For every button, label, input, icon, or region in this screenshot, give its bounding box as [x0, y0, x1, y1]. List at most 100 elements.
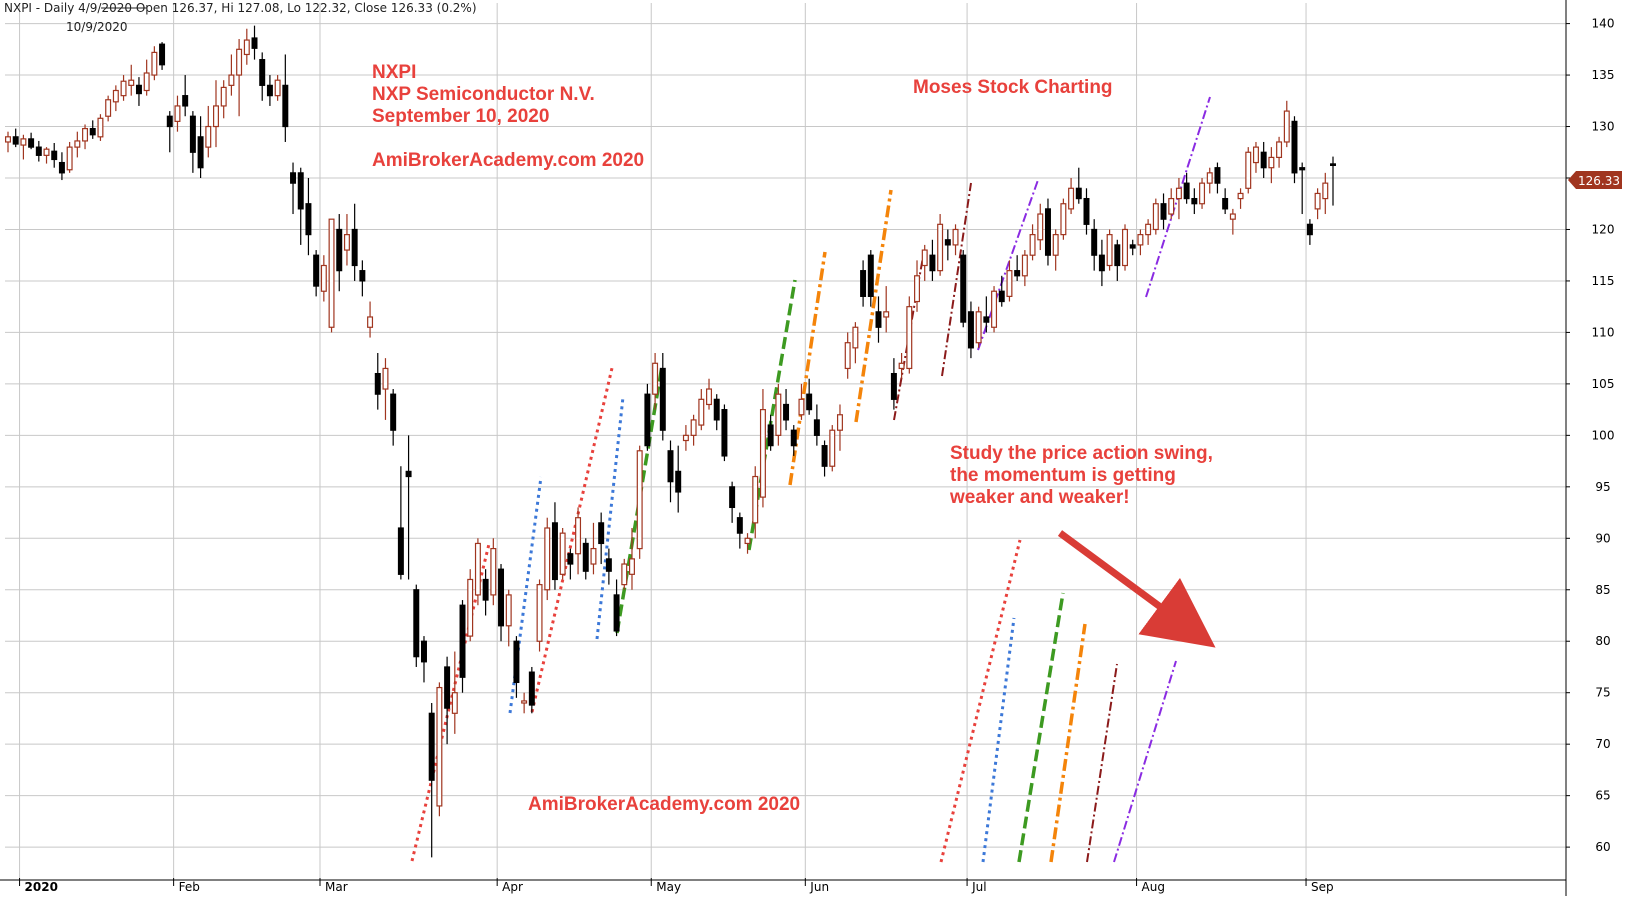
candle-up: [228, 54, 235, 96]
candle-body: [844, 342, 851, 370]
candle-body: [290, 172, 297, 184]
x-tick-label: Apr: [502, 880, 523, 894]
candle-up: [5, 131, 11, 153]
candle-body: [621, 563, 628, 586]
candle-down: [259, 52, 266, 101]
candle-body: [713, 398, 720, 421]
candle-down: [598, 512, 605, 565]
candle-body: [1330, 163, 1336, 166]
candle-up: [1322, 172, 1329, 215]
candle-body: [1098, 254, 1105, 272]
candle-down: [1214, 162, 1221, 194]
y-tick-label: 135: [1592, 68, 1615, 82]
candle-down: [428, 703, 435, 858]
study-line-2: the momentum is getting: [950, 465, 1176, 486]
candles: [5, 25, 1336, 858]
candle-body: [58, 161, 65, 174]
candle-body: [1129, 244, 1136, 249]
candle-body: [474, 542, 481, 596]
candle-up: [1021, 250, 1028, 287]
candle-body: [266, 84, 273, 97]
candle-up: [536, 579, 543, 652]
candle-body: [706, 388, 713, 406]
candle-body: [575, 517, 582, 555]
candle-body: [798, 398, 805, 416]
candle-up: [575, 507, 582, 575]
y-tick-label: 115: [1592, 274, 1615, 288]
candle-body: [867, 254, 874, 297]
candle-up: [20, 134, 27, 160]
candle-body: [220, 86, 227, 107]
candle-body: [975, 311, 982, 344]
candle-body: [1191, 197, 1198, 205]
candle-body: [105, 99, 112, 117]
candle-body: [313, 254, 320, 287]
x-tick-label: Jun: [809, 880, 829, 894]
candle-up: [1145, 219, 1152, 245]
candle-up: [1029, 224, 1036, 261]
candle-down: [1129, 239, 1136, 256]
candle-up: [505, 589, 512, 647]
candle-down: [35, 140, 42, 162]
candle-down: [551, 502, 558, 590]
candle-body: [1199, 182, 1206, 205]
candle-up: [921, 244, 928, 281]
candle-body: [367, 316, 374, 328]
candle-body: [598, 522, 605, 545]
candle-down: [513, 636, 520, 698]
candle-up: [544, 517, 551, 601]
x-tick-label: Sep: [1311, 880, 1334, 894]
candle-up: [343, 214, 350, 266]
candle-body: [343, 234, 350, 251]
candle-up: [1314, 188, 1321, 220]
candle-body: [829, 429, 836, 467]
candle-up: [752, 466, 759, 539]
candle-body: [28, 138, 35, 148]
candle-body: [1083, 197, 1090, 225]
x-tick-label: Mar: [325, 880, 348, 894]
candle-up: [590, 522, 597, 575]
candle-body: [1183, 182, 1190, 200]
candle-body: [359, 270, 366, 282]
candle-down: [159, 42, 166, 70]
candle-body: [82, 127, 89, 142]
candle-body: [320, 264, 327, 292]
candle-up: [1006, 260, 1013, 302]
candle-body: [1306, 223, 1313, 236]
candle-body: [767, 424, 774, 447]
candle-up: [1060, 198, 1067, 240]
candle-body: [282, 84, 289, 128]
candle-body: [482, 578, 489, 601]
candle-up: [759, 389, 766, 508]
candle-down: [875, 296, 882, 343]
title-line-3: September 10, 2020: [372, 106, 549, 127]
y-tick-label: 75: [1595, 686, 1610, 700]
candle-body: [236, 48, 243, 76]
candle-body: [1237, 192, 1244, 200]
candle-down: [929, 239, 936, 281]
candle-body: [521, 700, 528, 704]
candle-down: [282, 54, 289, 142]
candle-down: [1098, 239, 1105, 287]
candle-body: [97, 117, 104, 138]
candle-up: [367, 301, 374, 338]
candle-down: [359, 260, 366, 297]
candle-body: [937, 223, 944, 272]
x-tick-label: Aug: [1142, 880, 1165, 894]
candle-body: [1214, 167, 1221, 184]
candle-body: [128, 79, 135, 86]
candle-up: [1252, 141, 1259, 173]
candle-up: [1106, 229, 1113, 271]
y-tick-label: 105: [1592, 377, 1615, 391]
candle-body: [644, 393, 651, 447]
candle-body: [1060, 203, 1067, 236]
y-tick-label: 90: [1595, 531, 1610, 545]
candle-down: [967, 301, 974, 359]
candle-body: [159, 43, 166, 66]
candle-up: [66, 141, 73, 173]
candle-up: [937, 214, 944, 276]
candle-body: [991, 290, 998, 328]
candle-down: [182, 75, 189, 117]
candle-down: [644, 383, 651, 451]
